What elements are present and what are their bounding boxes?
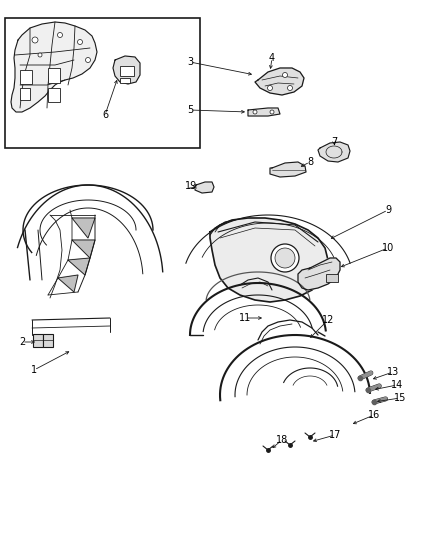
- Text: 8: 8: [307, 157, 313, 167]
- Text: 10: 10: [382, 243, 394, 253]
- Bar: [120, 78, 130, 83]
- Text: 12: 12: [322, 315, 334, 325]
- Polygon shape: [72, 240, 95, 258]
- Circle shape: [268, 85, 272, 91]
- Bar: [33, 334, 43, 347]
- Circle shape: [85, 58, 91, 62]
- Polygon shape: [72, 218, 95, 238]
- Polygon shape: [58, 275, 78, 292]
- Polygon shape: [318, 142, 350, 162]
- Polygon shape: [210, 218, 328, 302]
- Text: 14: 14: [391, 380, 403, 390]
- Bar: [48, 68, 60, 83]
- Text: 1: 1: [31, 365, 37, 375]
- Polygon shape: [298, 258, 340, 290]
- Polygon shape: [195, 182, 214, 193]
- Circle shape: [253, 110, 257, 114]
- Bar: [120, 66, 134, 76]
- Text: 11: 11: [239, 313, 251, 323]
- Bar: [20, 70, 32, 84]
- Text: 19: 19: [185, 181, 197, 191]
- Circle shape: [32, 37, 38, 43]
- Text: 13: 13: [387, 367, 399, 377]
- Text: 18: 18: [276, 435, 288, 445]
- Circle shape: [287, 85, 293, 91]
- Bar: [20, 88, 30, 100]
- Text: 9: 9: [385, 205, 391, 215]
- Text: 5: 5: [187, 105, 193, 115]
- Bar: [5, 18, 200, 148]
- Circle shape: [283, 72, 287, 77]
- Text: 15: 15: [394, 393, 406, 403]
- Circle shape: [270, 110, 274, 114]
- Polygon shape: [68, 258, 90, 275]
- Text: 2: 2: [19, 337, 25, 347]
- Polygon shape: [11, 22, 97, 112]
- Text: 4: 4: [269, 53, 275, 63]
- Circle shape: [78, 39, 82, 44]
- Circle shape: [38, 53, 42, 57]
- Text: 6: 6: [102, 110, 108, 120]
- Polygon shape: [248, 108, 280, 116]
- Text: 16: 16: [368, 410, 380, 420]
- Bar: [326, 274, 338, 282]
- Polygon shape: [113, 56, 140, 84]
- Polygon shape: [270, 162, 306, 177]
- Circle shape: [275, 248, 295, 268]
- Circle shape: [271, 244, 299, 272]
- Text: 3: 3: [187, 57, 193, 67]
- Polygon shape: [255, 68, 304, 95]
- Text: 7: 7: [331, 137, 337, 147]
- Text: 17: 17: [329, 430, 341, 440]
- Bar: [43, 334, 53, 347]
- Bar: [48, 88, 60, 102]
- Circle shape: [57, 33, 63, 37]
